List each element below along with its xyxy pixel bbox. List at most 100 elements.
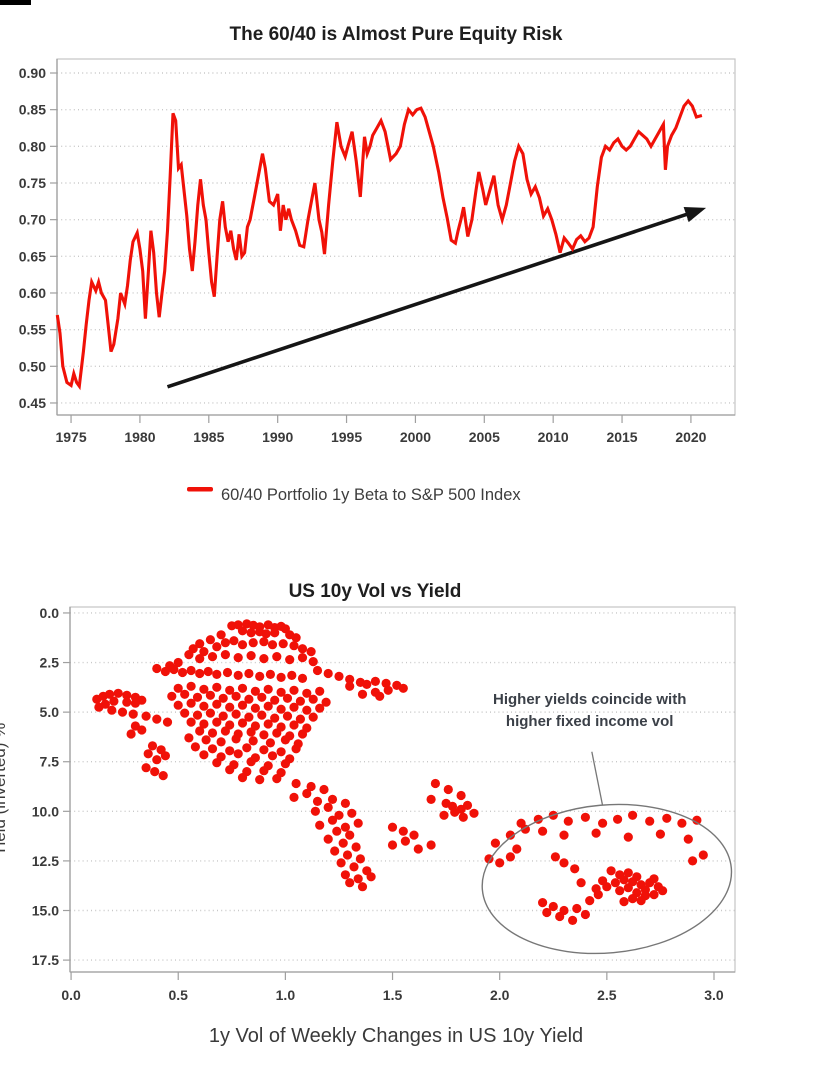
x-tick-label: 0.5 <box>168 987 188 1003</box>
scatter-point <box>212 642 222 652</box>
x-tick-label: 1.0 <box>276 987 296 1003</box>
x-tick-label: 2.5 <box>597 987 617 1003</box>
scatter-point <box>321 697 331 707</box>
scatter-point <box>450 807 460 817</box>
y-tick-label: 0.70 <box>19 212 46 228</box>
scatter-point <box>345 878 355 888</box>
scatter-point <box>263 719 273 729</box>
chart-title: US 10y Vol vs Yield <box>289 581 462 602</box>
scatter-point <box>610 878 621 888</box>
scatter-point <box>109 696 119 706</box>
scatter-point <box>203 666 213 677</box>
scatter-point <box>272 728 282 738</box>
scatter-point <box>250 703 260 713</box>
scatter-point <box>246 757 256 767</box>
scatter-point <box>184 650 194 660</box>
scatter-point <box>231 709 241 719</box>
scatter-point <box>598 818 608 828</box>
scatter-point <box>107 705 117 715</box>
scatter-point <box>323 802 333 812</box>
scatter-point <box>173 683 183 693</box>
scatter-point <box>345 674 355 684</box>
y-tick-label: 0.65 <box>19 248 46 264</box>
scatter-point <box>199 719 209 729</box>
scatter-point <box>255 671 265 681</box>
scatter-point <box>658 886 668 896</box>
scatter-point <box>538 826 548 836</box>
scatter-point <box>225 746 235 756</box>
scatter-point <box>216 630 226 640</box>
scatter-point <box>259 654 269 664</box>
y-axis-label: Yield (inverted) % <box>0 723 9 857</box>
scatter-point <box>409 830 419 840</box>
scatter-point <box>207 744 218 754</box>
scatter-point <box>495 858 505 868</box>
scatter-point <box>220 650 230 660</box>
page-corner-mark <box>0 0 31 5</box>
scatter-point <box>387 840 398 850</box>
scatter-point <box>398 683 408 693</box>
scatter-point <box>297 673 308 683</box>
scatter-point <box>456 790 466 801</box>
y-tick-label: 0.50 <box>19 358 46 374</box>
scatter-point <box>490 838 500 848</box>
scatter-point <box>250 686 260 696</box>
scatter-point <box>137 725 147 735</box>
scatter-point <box>105 689 115 699</box>
scatter-point <box>94 702 104 712</box>
scatter-point <box>207 728 218 738</box>
y-tick-label: 2.5 <box>40 655 60 671</box>
scatter-point <box>282 693 293 703</box>
scatter-point <box>244 668 254 679</box>
beta-line-series <box>55 98 703 391</box>
scatter-point <box>306 781 316 792</box>
chart-title: The 60/40 is Almost Pure Equity Risk <box>230 24 563 45</box>
scatter-point <box>315 686 325 696</box>
scatter-point <box>692 815 702 825</box>
x-tick-label: 2010 <box>538 429 569 445</box>
scatter-point <box>332 826 342 836</box>
scatter-point <box>128 709 138 719</box>
scatter-point <box>233 653 243 663</box>
scatter-point <box>222 667 233 678</box>
scatter-point <box>152 663 162 674</box>
scatter-point <box>563 816 573 826</box>
scatter-point <box>195 668 205 679</box>
scatter-point <box>207 652 218 662</box>
scatter-point <box>158 771 168 781</box>
annotation-text-line1: Higher yields coincide with <box>493 691 686 708</box>
scatter-point <box>398 826 408 836</box>
scatter-point <box>319 784 329 795</box>
scatter-point <box>430 778 440 789</box>
scatter-point <box>291 633 301 643</box>
scatter-point <box>655 829 666 839</box>
scatter-point <box>340 822 350 832</box>
scatter-point <box>190 742 200 752</box>
scatter-point <box>276 672 286 682</box>
scatter-point <box>347 808 357 818</box>
scatter-point <box>173 657 183 668</box>
scatter-point <box>619 875 629 885</box>
scatter-point <box>212 717 222 727</box>
scatter-point <box>606 866 616 876</box>
scatter-point <box>469 808 479 818</box>
x-tick-label: 2020 <box>675 429 706 445</box>
scatter-point <box>302 788 312 799</box>
scatter-point <box>237 626 248 636</box>
scatter-point <box>195 726 205 736</box>
scatter-point <box>195 654 205 664</box>
scatter-point <box>568 915 578 925</box>
scatter-point <box>688 856 698 866</box>
scatter-point <box>186 681 196 691</box>
scatter-point <box>186 665 196 676</box>
scatter-point <box>570 864 580 874</box>
scatter-point <box>225 765 235 775</box>
scatter-point <box>462 800 473 810</box>
scatter-point <box>683 834 693 844</box>
scatter-point <box>259 637 269 647</box>
scatter-point <box>439 810 449 820</box>
annotation-text-line2: higher fixed income vol <box>506 713 674 730</box>
scatter-point <box>192 710 203 720</box>
scatter-point <box>353 818 363 828</box>
scatter-point <box>308 657 318 667</box>
